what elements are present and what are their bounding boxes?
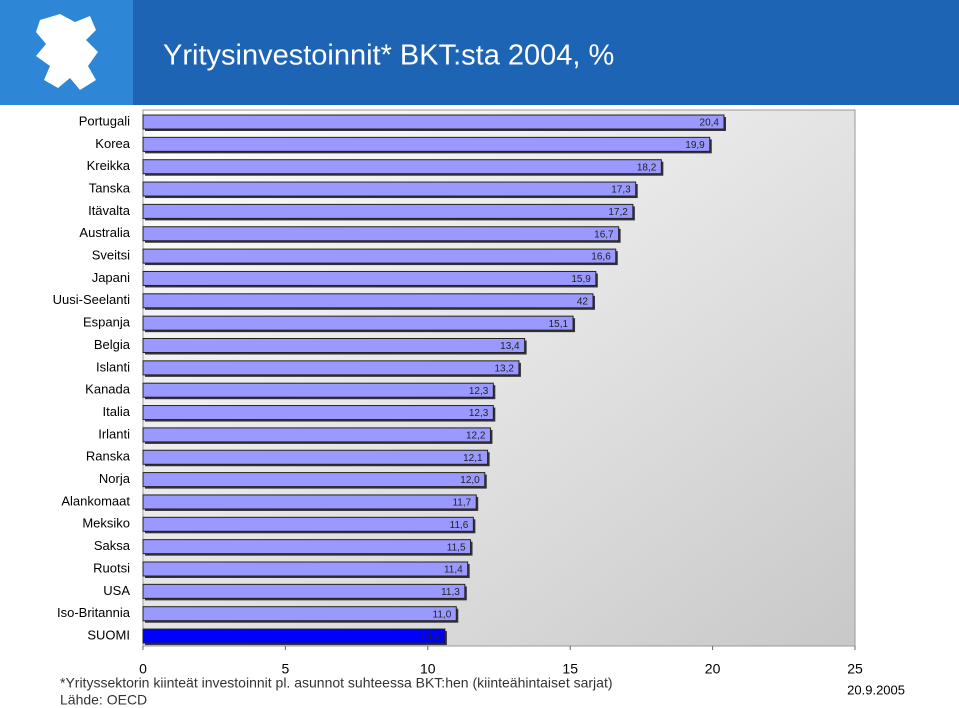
value-label: 15,9 xyxy=(571,274,591,285)
y-tick-label: Sveitsi xyxy=(92,248,130,263)
x-tick-label: 10 xyxy=(420,661,436,677)
y-tick-label: Norja xyxy=(99,471,131,486)
bar xyxy=(142,628,446,644)
value-label: 10,6 xyxy=(420,632,440,643)
value-label: 12,3 xyxy=(469,386,489,397)
bar xyxy=(142,360,520,376)
value-label: 12,3 xyxy=(469,408,489,419)
chart-title: Yritysinvestoinnit* BKT:sta 2004, % xyxy=(163,40,614,72)
y-tick-label: Kanada xyxy=(85,382,131,397)
value-label: 11,7 xyxy=(452,498,471,509)
value-label: 17,3 xyxy=(611,185,631,196)
value-label: 11,5 xyxy=(447,542,466,553)
value-label: 11,3 xyxy=(441,587,460,598)
y-tick-label: USA xyxy=(103,583,130,598)
source: Lähde: OECD xyxy=(60,692,147,708)
value-label: 15,1 xyxy=(549,319,569,330)
bar xyxy=(142,405,494,421)
bar xyxy=(142,315,574,331)
y-tick-label: Tanska xyxy=(89,180,131,195)
bar xyxy=(142,449,489,465)
bar xyxy=(142,203,634,219)
header-bar xyxy=(133,0,959,105)
value-label: 16,6 xyxy=(591,252,611,263)
value-label: 12,1 xyxy=(463,453,483,464)
x-tick-label: 15 xyxy=(562,661,578,677)
bar xyxy=(142,270,597,286)
bar xyxy=(142,293,594,309)
value-label: 12,0 xyxy=(460,475,480,486)
y-tick-label: Italia xyxy=(103,404,131,419)
bar xyxy=(142,516,474,532)
x-tick-label: 5 xyxy=(282,661,290,677)
bar xyxy=(142,226,620,242)
y-tick-label: Belgia xyxy=(94,337,131,352)
value-label: 11,6 xyxy=(450,520,469,531)
logo xyxy=(36,14,98,90)
y-tick-label: Meksiko xyxy=(82,516,130,531)
date: 20.9.2005 xyxy=(847,682,905,697)
plot-area xyxy=(142,109,856,647)
y-tick-label: Espanja xyxy=(83,315,131,330)
bar xyxy=(142,159,662,175)
y-tick-label: Japani xyxy=(92,270,130,285)
bar xyxy=(142,114,725,130)
bar xyxy=(142,606,457,622)
bar xyxy=(142,136,711,152)
bar xyxy=(142,338,526,353)
value-label: 13,2 xyxy=(494,363,514,374)
value-label: 17,2 xyxy=(608,207,628,218)
bar xyxy=(142,583,466,599)
bar xyxy=(142,539,472,555)
x-tick-label: 25 xyxy=(847,661,863,677)
bar xyxy=(142,248,617,264)
value-label: 19,9 xyxy=(685,140,705,151)
y-tick-label: Islanti xyxy=(96,359,130,374)
x-tick-label: 20 xyxy=(705,661,721,677)
y-tick-label: Uusi-Seelanti xyxy=(53,292,130,307)
x-tick-label: 0 xyxy=(139,661,147,677)
bar xyxy=(142,494,477,510)
bar xyxy=(142,472,486,488)
y-tick-label: Alankomaat xyxy=(61,493,130,508)
y-tick-label: Australia xyxy=(79,225,130,240)
y-tick-label: Portugali xyxy=(79,113,130,128)
value-label: 12,2 xyxy=(466,431,486,442)
value-label: 11,4 xyxy=(444,565,463,576)
y-tick-label: Korea xyxy=(95,136,130,151)
y-tick-label: Kreikka xyxy=(87,158,131,173)
footnote: *Yrityssektorin kiinteät investoinnit pl… xyxy=(60,675,613,691)
value-label: 16,7 xyxy=(594,229,614,240)
y-tick-label: Ruotsi xyxy=(93,560,130,575)
value-label: 42 xyxy=(577,296,589,307)
bar xyxy=(142,181,637,197)
bar xyxy=(142,382,494,398)
y-tick-label: SUOMI xyxy=(87,627,130,642)
bar xyxy=(142,561,469,577)
value-label: 18,2 xyxy=(637,162,657,173)
y-tick-label: Iso-Britannia xyxy=(57,605,131,620)
value-label: 11,0 xyxy=(433,609,452,620)
y-tick-label: Saksa xyxy=(94,538,131,553)
value-label: 13,4 xyxy=(500,341,520,352)
y-tick-label: Itävalta xyxy=(88,203,131,218)
bar xyxy=(142,427,491,443)
value-label: 20,4 xyxy=(700,118,720,129)
y-tick-label: Ranska xyxy=(86,449,131,464)
y-tick-label: Irlanti xyxy=(98,426,130,441)
